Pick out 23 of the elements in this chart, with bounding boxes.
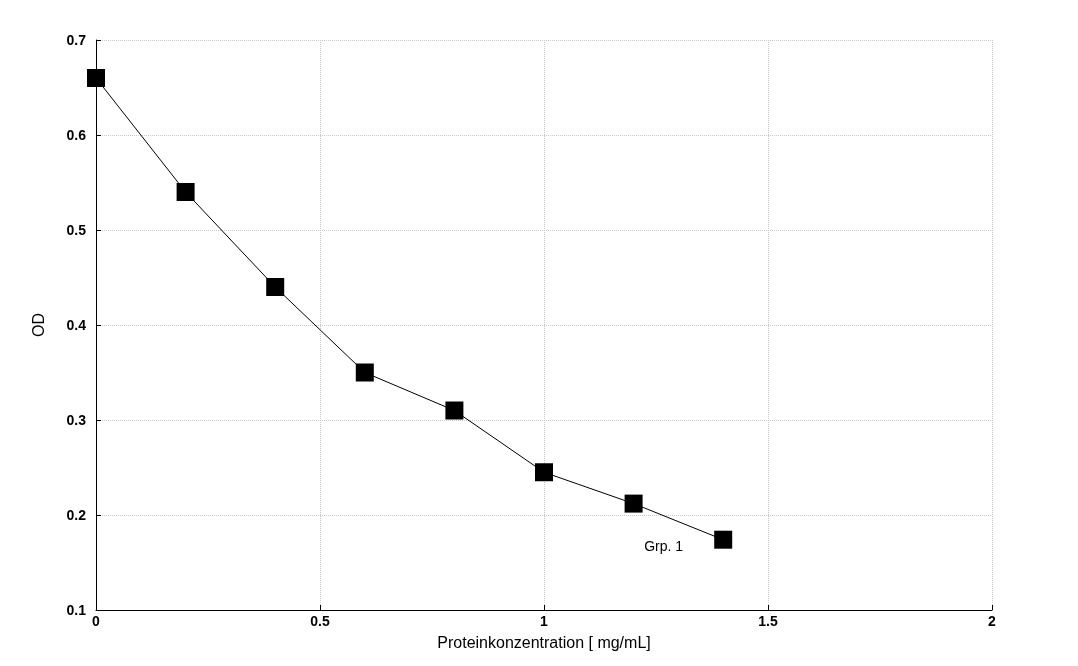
x-axis-title: Proteinkonzentration [ mg/mL] [437, 633, 651, 651]
y-tick-label: 0.3 [66, 412, 87, 428]
x-tick-label: 0.5 [310, 613, 330, 629]
x-tick-label: 2 [988, 613, 997, 629]
point [355, 363, 374, 382]
y-tick-label: 0.2 [66, 507, 87, 523]
y-tick-label: 0.4 [66, 317, 87, 333]
x-tick-label: 0 [92, 613, 101, 629]
point [87, 69, 105, 87]
point [445, 401, 464, 420]
y-tick-label: 0.5 [66, 222, 87, 238]
series-label: Grp. 1 [644, 537, 684, 554]
point [176, 183, 195, 201]
x-tick-label: 1 [540, 613, 549, 629]
point [624, 494, 643, 513]
y-tick-label: 0.7 [66, 32, 87, 48]
point [714, 530, 733, 549]
x-tick-label: 1.5 [758, 613, 778, 629]
point [266, 278, 285, 296]
point [535, 463, 553, 482]
y-tick-label: 0.6 [66, 127, 87, 143]
y-tick-label: 0.1 [66, 602, 87, 618]
y-axis-title: OD [29, 313, 47, 337]
